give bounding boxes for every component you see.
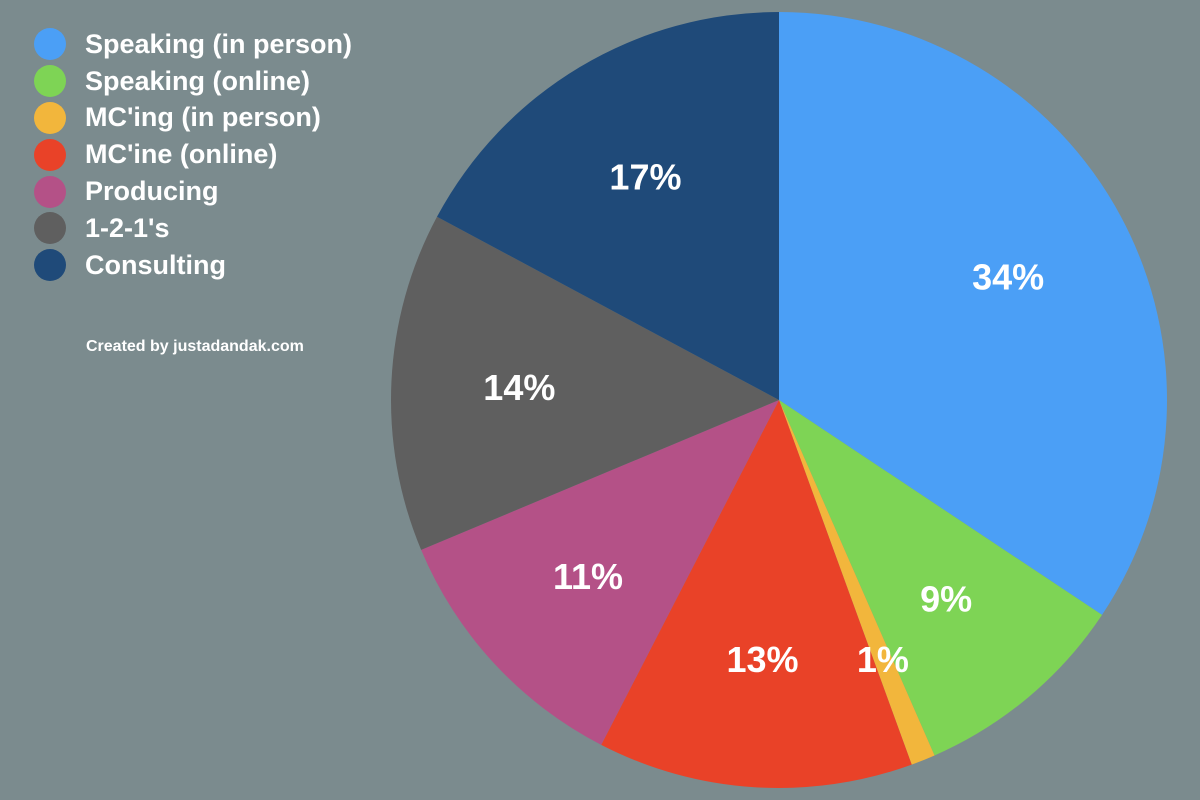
legend-item: MC'ing (in person) [34,100,352,137]
legend-label: Consulting [85,249,226,280]
slice-value-label: 17% [609,156,681,197]
legend-label: Producing [85,176,219,207]
legend: Speaking (in person) Speaking (online) MC'… [34,26,352,284]
legend-label: 1-2-1's [85,212,170,243]
legend-item: MC'ine (online) [34,136,352,173]
legend-item: Producing [34,173,352,210]
pie-slice [391,216,779,550]
legend-swatch [34,65,66,98]
legend-item: Speaking (in person) [34,26,352,63]
legend-swatch [34,28,66,61]
legend-swatch [34,249,66,282]
legend-label: Speaking (in person) [85,28,353,59]
legend-swatch [34,101,66,134]
pie-slice [437,12,779,400]
legend-swatch [34,212,66,245]
slice-value-label: 11% [553,556,623,597]
slice-value-label: 13% [726,639,798,680]
pie-slice [779,400,1103,756]
credit-text: Created by justadandak.com [86,338,304,355]
pie-slice [421,400,779,745]
legend-item: Consulting [34,247,352,284]
legend-label: Speaking (online) [85,65,311,96]
legend-label: MC'ine (online) [85,139,278,170]
legend-label: MC'ing (in person) [85,102,321,133]
legend-item: 1-2-1's [34,210,352,247]
pie-slice [779,12,1168,615]
slice-value-label: 1% [857,639,909,680]
pie-slice [779,400,935,765]
legend-item: Speaking (online) [34,63,352,100]
slice-value-label: 9% [920,579,972,620]
legend-swatch [34,138,66,171]
slice-value-label: 14% [483,367,555,408]
pie-slice [601,400,912,788]
slice-value-label: 34% [972,257,1044,298]
legend-swatch [34,175,66,208]
